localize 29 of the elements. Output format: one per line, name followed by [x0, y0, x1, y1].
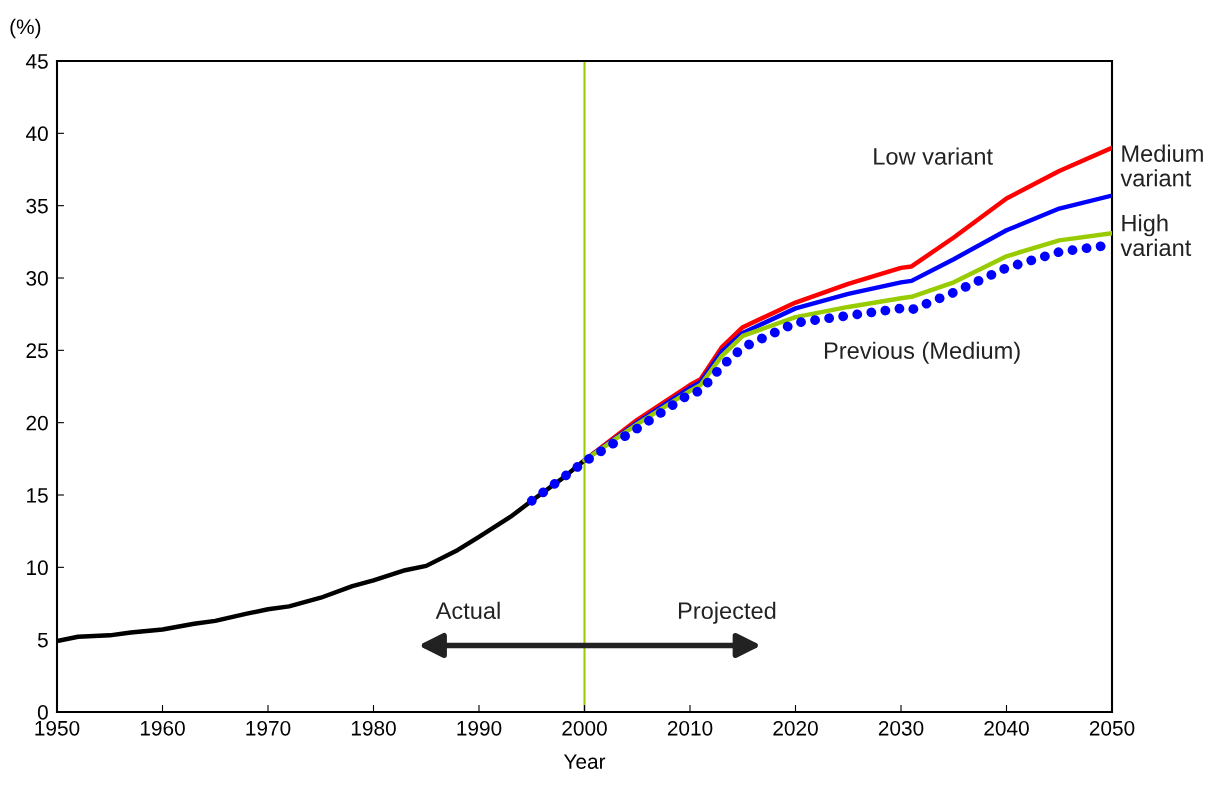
y-tick-label: 0	[37, 705, 48, 720]
annotation: Actual	[435, 601, 500, 620]
series-label: Medium variant	[1120, 144, 1203, 187]
x-tick-label: 2010	[667, 720, 713, 736]
y-tick-label: 15	[27, 488, 48, 503]
series-label: Previous (Medium)	[824, 341, 1020, 364]
y-tick-label: 40	[25, 126, 48, 142]
series-label: Low variant	[874, 147, 993, 165]
x-tick-label: 2030	[878, 720, 924, 736]
x-tick-label: 2000	[562, 720, 607, 736]
x-tick-label: 2020	[773, 720, 818, 736]
series-label: High variant	[1120, 214, 1192, 257]
y-tick-label: 30	[26, 271, 48, 286]
y-tick-label: 10	[27, 560, 48, 576]
y-tick-label: 20	[26, 415, 48, 431]
y-tick-label: 45	[25, 54, 48, 69]
x-axis-title: Year	[563, 754, 606, 769]
y-axis-title: (%)	[10, 18, 41, 39]
x-tick-label: 1950	[35, 720, 80, 736]
annotation: Projected	[678, 601, 776, 624]
x-tick-label: 1990	[457, 720, 502, 736]
x-tick-label: 1960	[140, 720, 185, 736]
x-tick-label: 1970	[246, 720, 291, 736]
y-tick-label: 5	[37, 632, 48, 648]
x-tick-label: 2050	[1089, 720, 1135, 736]
x-tick-label: 1980	[351, 720, 396, 736]
y-tick-label: 25	[26, 343, 48, 359]
x-tick-label: 2040	[984, 720, 1029, 736]
y-tick-label: 35	[26, 198, 48, 214]
